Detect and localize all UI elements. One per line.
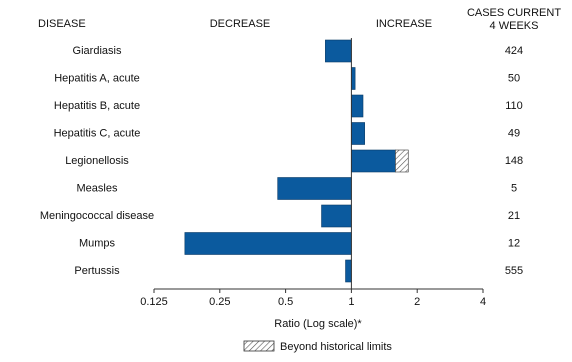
decrease-header: DECREASE: [210, 18, 271, 30]
disease-label: Hepatitis B, acute: [54, 100, 140, 112]
legend-label: Beyond historical limits: [280, 341, 392, 353]
bar: [321, 204, 352, 228]
bar: [351, 94, 364, 118]
bar: [351, 149, 396, 173]
cases-label: 555: [505, 265, 523, 277]
x-tick-label: 0.25: [209, 296, 230, 308]
x-tick-label: 1: [348, 296, 354, 308]
cases-label: 148: [505, 155, 523, 167]
beyond-limit-bar: [395, 149, 409, 173]
cases-label: 424: [505, 45, 523, 57]
x-tick-label: 0.125: [140, 296, 168, 308]
cases-label: 12: [508, 237, 520, 249]
cases-label: 50: [508, 72, 520, 84]
x-tick-label: 2: [414, 296, 420, 308]
increase-header: INCREASE: [376, 18, 432, 30]
disease-label: Hepatitis C, acute: [54, 127, 141, 139]
x-tick-label: 0.5: [278, 296, 293, 308]
disease-label: Legionellosis: [65, 155, 129, 167]
bar: [325, 39, 352, 63]
disease-header: DISEASE: [38, 18, 86, 30]
disease-label: Giardiasis: [73, 45, 122, 57]
cases-label: 21: [508, 210, 520, 222]
disease-label: Hepatitis A, acute: [54, 72, 140, 84]
disease-label: Mumps: [79, 237, 116, 249]
cases-header: CASES CURRENT: [467, 7, 561, 19]
disease-label: Pertussis: [74, 265, 120, 277]
legend-swatch: [243, 340, 275, 352]
cases-header: 4 WEEKS: [490, 20, 539, 32]
bar: [277, 177, 352, 200]
disease-label: Measles: [77, 182, 118, 194]
cases-label: 110: [505, 100, 523, 112]
disease-label: Meningococcal disease: [40, 210, 154, 222]
bar: [351, 122, 365, 145]
bar: [184, 232, 352, 255]
cases-label: 5: [511, 182, 517, 194]
bar: [351, 67, 356, 90]
x-tick-label: 4: [480, 296, 486, 308]
bar: [345, 259, 352, 283]
cases-label: 49: [508, 127, 520, 139]
x-axis-label: Ratio (Log scale)*: [274, 318, 362, 330]
